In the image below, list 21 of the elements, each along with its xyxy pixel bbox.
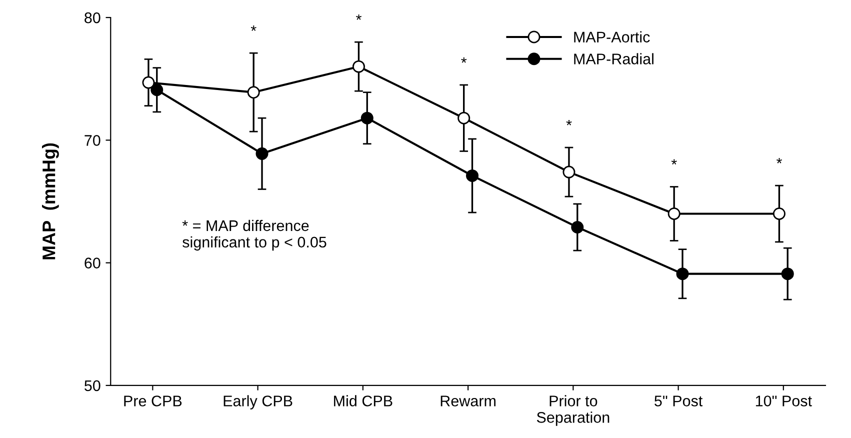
annotation: * = MAP difference significant to p < 0.05 [182,220,326,251]
annotation: * [461,57,467,63]
annotation: * [776,158,782,164]
y-tick-label: 70 [84,135,100,146]
annotation: * [566,120,572,126]
legend-label: MAP-Radial [574,53,654,64]
annotation: * [671,159,677,165]
x-tick-label: Prior to Separation [536,395,610,426]
x-tick-label: Pre CPB [124,396,182,406]
x-tick-label: 10" Post [756,396,812,406]
x-tick-label: 5" Post [654,396,703,406]
y-tick-label: 80 [84,12,100,24]
legend-label: MAP-Aortic [574,31,650,42]
x-tick-label: Mid CPB [334,395,392,406]
x-tick-label: Early CPB [224,395,292,410]
y-axis-title: MAP (mmHg) [42,143,59,260]
y-tick-label: 60 [84,258,100,268]
annotation: * [356,14,362,20]
x-tick-label: Rewarm [440,396,496,406]
annotation: * [250,26,256,31]
y-tick-label: 50 [84,380,100,392]
